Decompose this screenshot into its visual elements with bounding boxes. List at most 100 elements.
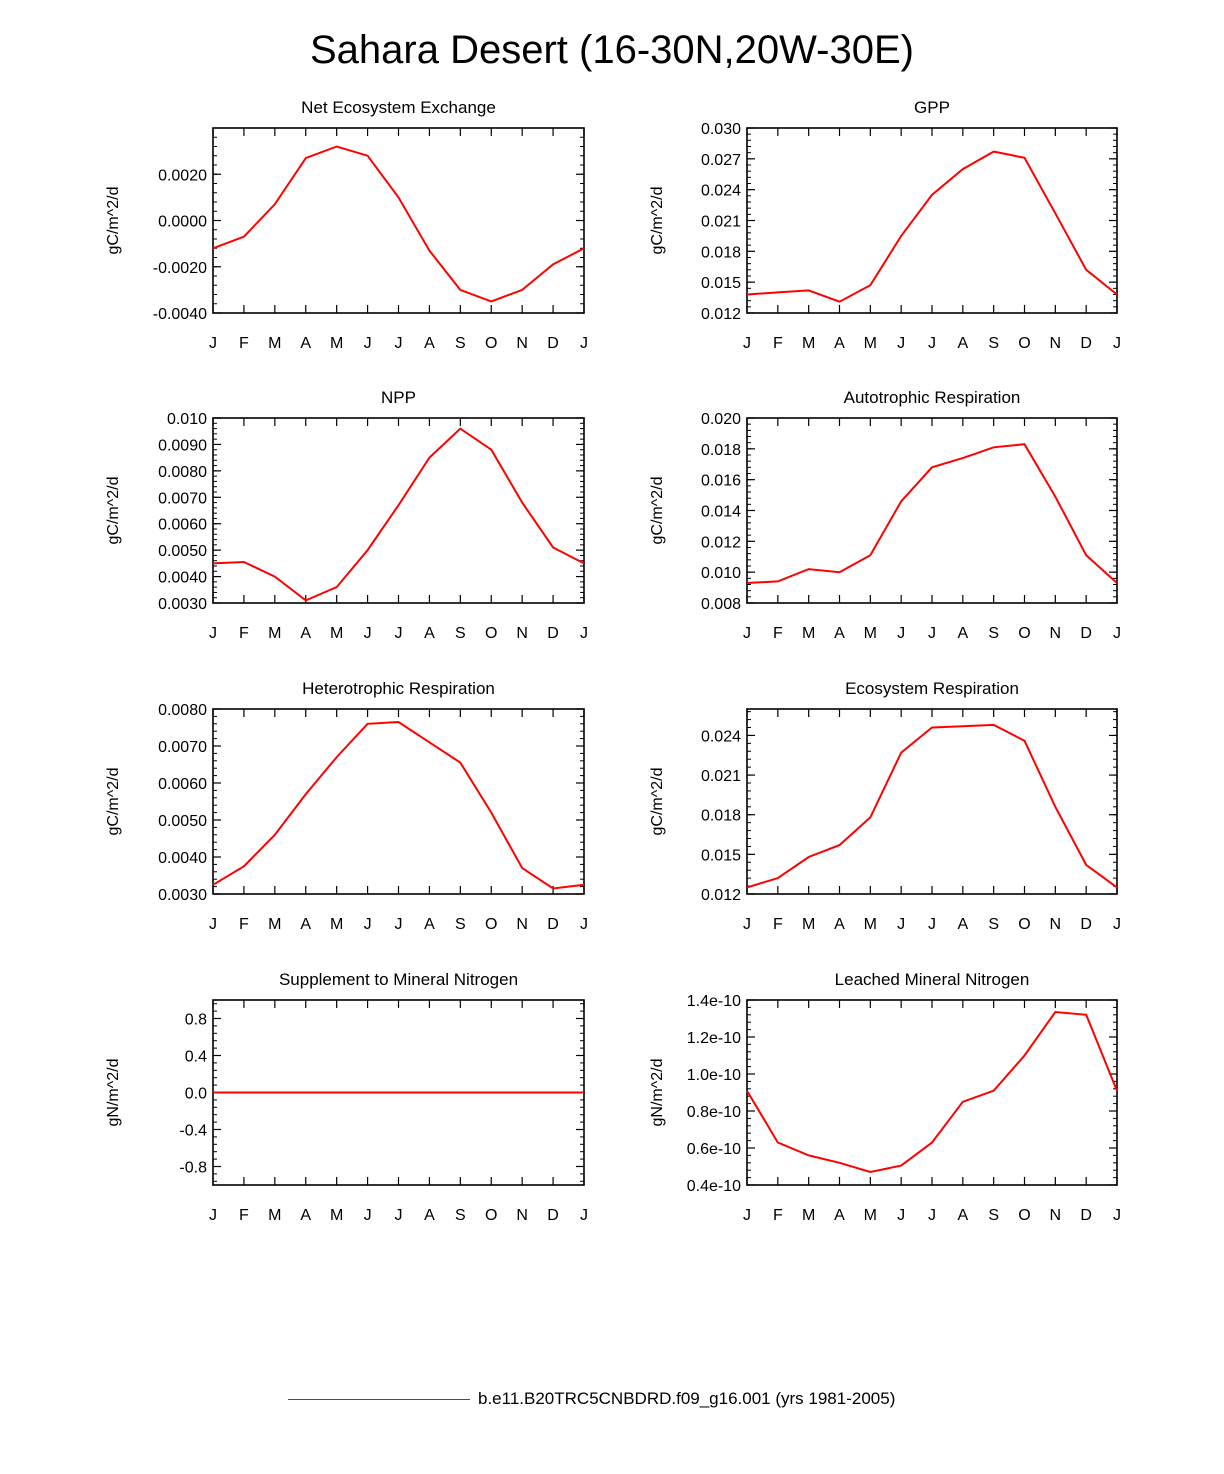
subplot-title: Ecosystem Respiration [845, 679, 1019, 698]
x-tick-label: J [580, 625, 588, 642]
x-tick-label: M [330, 1207, 343, 1224]
x-tick-label: M [864, 335, 877, 352]
y-tick-label: 0.018 [701, 442, 741, 459]
y-axis-label: gN/m^2/d [649, 1059, 666, 1127]
y-tick-label: 0.024 [701, 728, 741, 745]
x-tick-label: M [864, 916, 877, 933]
x-tick-label: O [1018, 1207, 1030, 1224]
x-tick-label: A [300, 916, 311, 933]
y-axis-label: gC/m^2/d [105, 768, 122, 836]
x-tick-label: M [802, 1207, 815, 1224]
x-tick-label: S [988, 1207, 999, 1224]
x-tick-label: J [897, 335, 905, 352]
x-tick-label: O [485, 916, 497, 933]
subplot-title: Supplement to Mineral Nitrogen [279, 970, 518, 989]
y-tick-label: 0.0040 [158, 570, 207, 587]
x-tick-label: S [988, 625, 999, 642]
y-tick-label: 0.014 [701, 504, 741, 521]
y-tick-label: 0.027 [701, 152, 741, 169]
x-tick-label: F [239, 1207, 249, 1224]
x-tick-label: J [1113, 335, 1121, 352]
subplot-7: Supplement to Mineral Nitrogen J F M A M J J A S O… [105, 970, 588, 1224]
x-tick-label: M [268, 625, 281, 642]
y-tick-label: 0.020 [701, 411, 741, 428]
y-tick-label: -0.0020 [153, 260, 207, 277]
y-tick-label: 0.021 [701, 214, 741, 231]
series-line [746, 443, 1118, 584]
x-tick-label: J [1113, 625, 1121, 642]
y-tick-label: 0.0050 [158, 543, 207, 560]
y-tick-label: 0.4e-10 [687, 1178, 741, 1195]
x-tick-label: A [834, 916, 845, 933]
x-tick-label: M [802, 335, 815, 352]
x-tick-label: J [580, 1207, 588, 1224]
subplot-title: NPP [381, 388, 416, 407]
x-tick-label: J [580, 916, 588, 933]
series-line [746, 1010, 1118, 1174]
x-tick-label: S [988, 916, 999, 933]
plot-frame [212, 708, 585, 895]
x-tick-label: A [300, 1207, 311, 1224]
y-tick-label: 1.4e-10 [687, 993, 741, 1010]
y-tick-label: 1.0e-10 [687, 1067, 741, 1084]
x-tick-label: O [485, 625, 497, 642]
x-tick-label: J [897, 916, 905, 933]
x-tick-label: M [268, 335, 281, 352]
x-tick-label: A [957, 916, 968, 933]
y-tick-label: 0.008 [701, 596, 741, 613]
x-tick-label: J [928, 625, 936, 642]
x-tick-label: N [1050, 1207, 1062, 1224]
main-title: Sahara Desert (16-30N,20W-30E) [310, 28, 914, 72]
y-axis-label: gC/m^2/d [105, 477, 122, 545]
y-tick-label: 0.012 [701, 306, 741, 323]
x-tick-label: F [773, 625, 783, 642]
y-tick-label: 0.6e-10 [687, 1141, 741, 1158]
x-tick-label: A [424, 335, 435, 352]
x-tick-label: N [516, 335, 528, 352]
x-tick-label: M [268, 1207, 281, 1224]
legend-line [288, 1399, 470, 1400]
x-tick-label: M [268, 916, 281, 933]
series-line [746, 150, 1118, 303]
x-tick-label: J [1113, 1207, 1121, 1224]
y-tick-label: 0.0060 [158, 776, 207, 793]
plot-frame [746, 999, 1118, 1186]
x-tick-label: D [1080, 916, 1092, 933]
y-tick-label: 0.8e-10 [687, 1104, 741, 1121]
y-tick-label: 0.030 [701, 121, 741, 138]
x-tick-label: M [330, 335, 343, 352]
x-tick-label: J [395, 916, 403, 933]
x-tick-label: A [834, 1207, 845, 1224]
x-tick-label: J [1113, 916, 1121, 933]
subplot-title: Leached Mineral Nitrogen [835, 970, 1030, 989]
x-tick-label: A [834, 335, 845, 352]
x-tick-label: A [424, 916, 435, 933]
x-tick-label: O [1018, 335, 1030, 352]
y-tick-label: 0.0080 [158, 464, 207, 481]
y-tick-label: 0.0030 [158, 596, 207, 613]
subplot-title: Heterotrophic Respiration [302, 679, 495, 698]
x-tick-label: A [300, 625, 311, 642]
y-tick-label: 0.0070 [158, 739, 207, 756]
x-tick-label: A [424, 1207, 435, 1224]
y-axis-label: gN/m^2/d [105, 1059, 122, 1127]
y-tick-label: 0.0080 [158, 702, 207, 719]
y-tick-label: -0.8 [179, 1160, 207, 1177]
x-tick-label: O [1018, 625, 1030, 642]
x-tick-label: M [864, 1207, 877, 1224]
series-line [746, 723, 1118, 889]
x-tick-label: A [424, 625, 435, 642]
x-tick-label: J [209, 1207, 217, 1224]
x-tick-label: N [516, 1207, 528, 1224]
y-axis-label: gC/m^2/d [105, 187, 122, 255]
y-tick-label: 1.2e-10 [687, 1030, 741, 1047]
y-tick-label: -0.0040 [153, 306, 207, 323]
y-tick-label: 0.021 [701, 768, 741, 785]
y-tick-label: 0.018 [701, 808, 741, 825]
x-tick-label: J [209, 625, 217, 642]
x-tick-label: A [957, 625, 968, 642]
y-tick-label: 0.012 [701, 534, 741, 551]
